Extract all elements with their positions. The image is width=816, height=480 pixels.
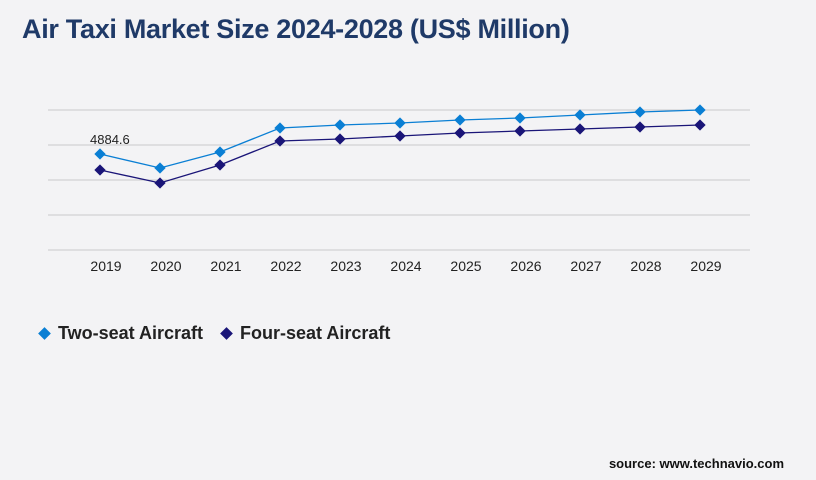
data-point: [274, 135, 286, 147]
data-point: [154, 177, 166, 189]
data-point: [574, 123, 586, 135]
data-point: [454, 114, 466, 126]
x-tick-label: 2024: [390, 258, 421, 274]
x-tick-label: 2026: [510, 258, 541, 274]
x-tick-label: 2029: [690, 258, 721, 274]
x-tick-label: 2020: [150, 258, 181, 274]
x-tick-label: 2019: [90, 258, 121, 274]
data-point: [334, 133, 346, 145]
data-point: [514, 112, 526, 124]
data-point: [94, 148, 106, 160]
data-point: [214, 146, 226, 158]
data-point: [634, 106, 646, 118]
legend-two-seat: Two-seat Aircraft: [38, 323, 204, 344]
x-tick-label: 2028: [630, 258, 661, 274]
data-point: [514, 125, 526, 137]
data-point: [694, 119, 706, 131]
chart-title: Air Taxi Market Size 2024-2028 (US$ Mill…: [22, 14, 570, 44]
legend-four-seat: Four-seat Aircraft: [220, 323, 391, 344]
x-tick-label: 2027: [570, 258, 601, 274]
legend-label: Two-seat Aircraft: [58, 323, 204, 343]
legend-label: Four-seat Aircraft: [240, 323, 391, 343]
x-tick-label: 2021: [210, 258, 241, 274]
data-point: [694, 104, 706, 116]
data-point: [94, 164, 106, 176]
source-text: source: www.technavio.com: [608, 456, 784, 471]
data-point: [574, 109, 586, 121]
x-tick-label: 2023: [330, 258, 361, 274]
data-point: [394, 130, 406, 142]
data-point: [454, 127, 466, 139]
x-tick-label: 2025: [450, 258, 481, 274]
data-point: [274, 122, 286, 134]
x-tick-label: 2022: [270, 258, 301, 274]
legend-marker-icon: [38, 327, 51, 340]
data-point: [214, 159, 226, 171]
data-point: [394, 117, 406, 129]
legend-marker-icon: [220, 327, 233, 340]
data-point: [634, 121, 646, 133]
data-label: 4884.6: [90, 132, 130, 147]
data-point: [154, 162, 166, 174]
data-point: [334, 119, 346, 131]
